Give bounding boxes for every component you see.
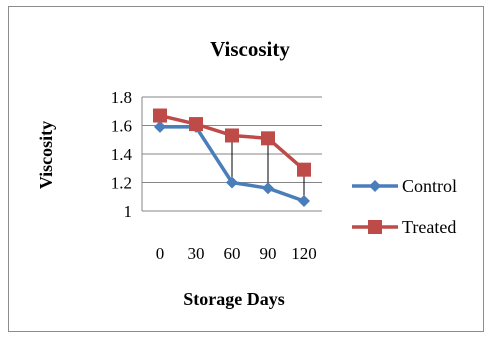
data-point-treated: [153, 108, 167, 123]
data-point-control: [298, 195, 310, 208]
data-point-control: [226, 176, 238, 189]
legend-marker-treated: [368, 220, 382, 234]
data-point-control: [262, 182, 274, 195]
chart-title: Viscosity: [210, 37, 290, 61]
y-tick-label: 1: [124, 202, 133, 221]
data-point-treated: [261, 131, 275, 146]
y-tick-label: 1.6: [111, 117, 132, 136]
y-tick-label: 1.2: [111, 174, 132, 193]
data-point-treated: [189, 117, 203, 132]
x-tick-label: 90: [260, 244, 277, 263]
chart-frame: [8, 6, 484, 332]
x-tick-label: 30: [188, 244, 205, 263]
y-tick-label: 1.8: [111, 88, 132, 107]
x-tick-label: 60: [224, 244, 241, 263]
legend-label-control: Control: [402, 176, 457, 196]
y-axis-label: Viscosity: [36, 121, 56, 189]
data-point-treated: [297, 162, 311, 177]
y-tick-label: 1.4: [111, 145, 133, 164]
x-axis-label: Storage Days: [183, 289, 285, 309]
data-point-treated: [225, 128, 239, 143]
x-tick-label: 0: [156, 244, 165, 263]
legend-label-treated: Treated: [402, 217, 456, 237]
data-point-control: [154, 120, 166, 133]
x-tick-label: 120: [291, 244, 317, 263]
legend-marker-control: [369, 180, 381, 192]
